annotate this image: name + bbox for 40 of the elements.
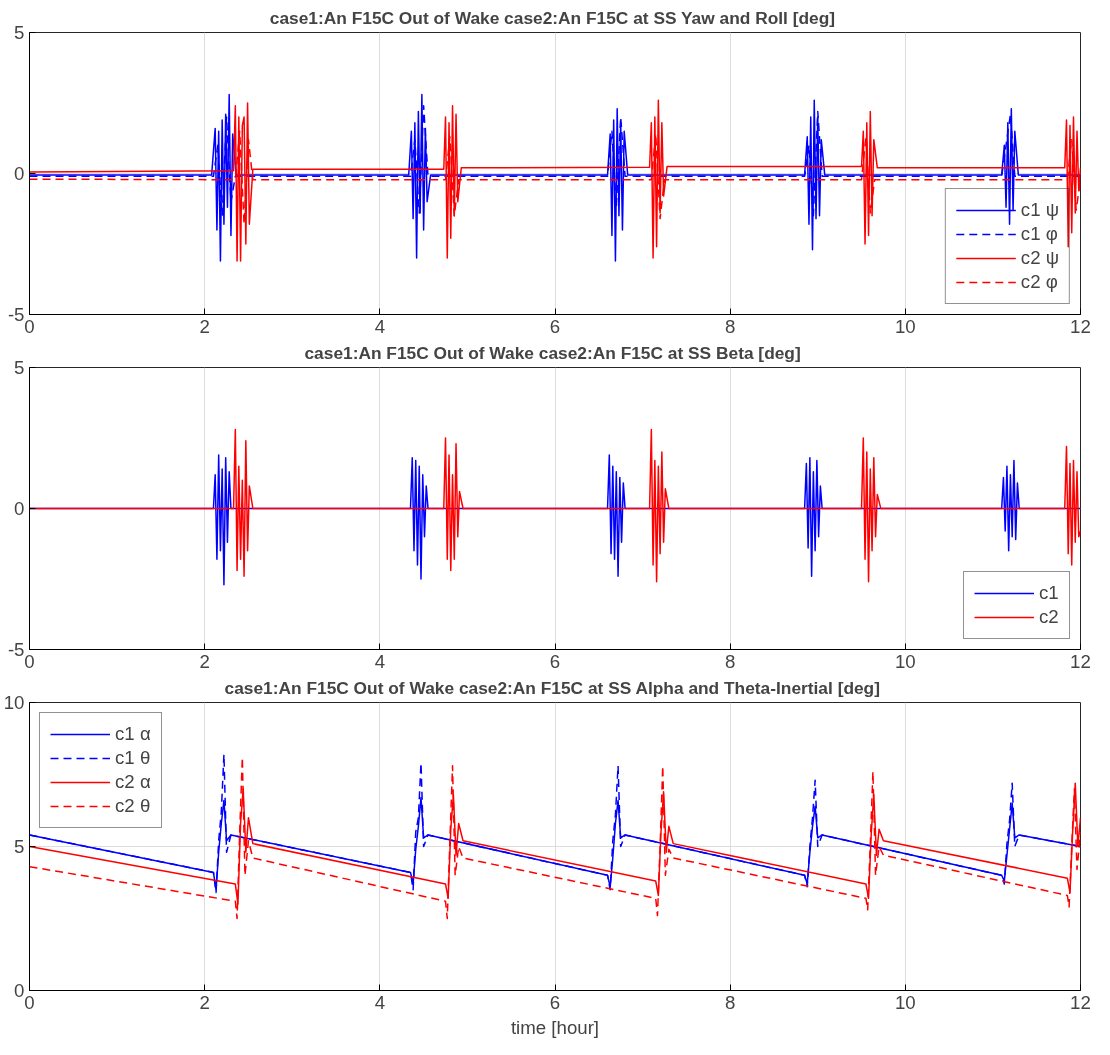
x-tick-label: 12: [1070, 315, 1091, 337]
x-tick-label: 4: [374, 991, 386, 1013]
x-tick-label: 12: [1070, 991, 1091, 1013]
y-tick-label: 0: [14, 163, 25, 184]
x-tick-label: 4: [374, 315, 386, 337]
legend-label: c2 φ: [1020, 271, 1058, 293]
x-axis-title: time [hour]: [510, 1016, 600, 1038]
y-tick-label: 5: [14, 357, 25, 378]
x-tick-label: 8: [724, 991, 736, 1013]
chart-title: case1:An F15C Out of Wake case2:An F15C at SS Yaw and Roll [deg]: [269, 7, 836, 28]
x-tick-label: 6: [549, 650, 561, 672]
x-tick-label: 6: [549, 315, 561, 337]
y-tick-label: 0: [14, 498, 25, 519]
legend-label: c1 ψ: [1020, 199, 1059, 221]
x-tick-label: 6: [549, 991, 561, 1013]
legend-label: c2 ψ: [1020, 247, 1059, 269]
legend-label: c2 α: [115, 771, 151, 793]
x-tick-label: 2: [199, 315, 210, 337]
x-tick-label: 8: [724, 315, 736, 337]
x-tick-label: 10: [894, 315, 916, 337]
x-tick-label: 10: [894, 991, 916, 1013]
chart-title: case1:An F15C Out of Wake case2:An F15C at SS Beta [deg]: [304, 342, 801, 363]
legend-label: c1: [1039, 582, 1059, 604]
x-tick-label: 4: [374, 650, 386, 672]
legend-label: c1 θ: [115, 747, 151, 769]
legend-label: c2 θ: [115, 795, 151, 817]
y-tick-label: -5: [7, 639, 25, 660]
x-tick-label: 2: [199, 991, 210, 1013]
x-tick-label: 12: [1070, 650, 1091, 672]
chart-title: case1:An F15C Out of Wake case2:An F15C at SS Alpha and Theta-Inertial [deg]: [224, 677, 880, 698]
legend-label: c1 φ: [1020, 223, 1058, 245]
legend-label: c1 α: [115, 723, 151, 745]
y-tick-label: 5: [14, 22, 25, 43]
x-tick-label: 8: [724, 650, 736, 672]
x-tick-label: 2: [199, 650, 210, 672]
y-tick-label: -5: [7, 304, 25, 325]
y-tick-label: 10: [3, 692, 25, 713]
legend-label: c2: [1039, 606, 1059, 628]
x-tick-label: 10: [894, 650, 916, 672]
y-tick-label: 5: [14, 836, 25, 857]
